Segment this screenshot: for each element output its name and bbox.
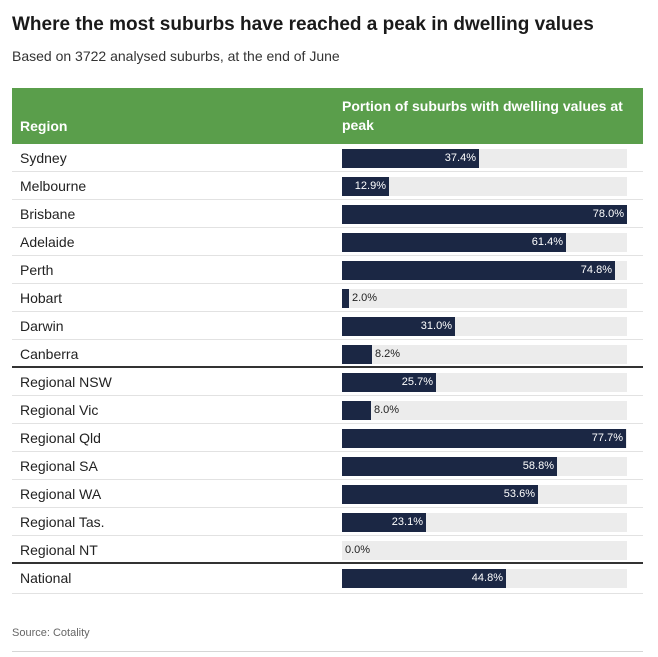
bar bbox=[342, 317, 455, 336]
value-label: 25.7% bbox=[401, 376, 433, 388]
value-label: 0.0% bbox=[345, 544, 371, 556]
region-label: Adelaide bbox=[20, 234, 75, 250]
bar bbox=[342, 345, 372, 364]
region-label: Perth bbox=[20, 262, 54, 278]
region-label: Regional WA bbox=[20, 486, 102, 502]
bar bbox=[342, 261, 615, 280]
value-label: 8.0% bbox=[374, 404, 400, 416]
bar bbox=[342, 373, 436, 392]
bar bbox=[342, 457, 557, 476]
bar-track: 37.4% bbox=[342, 149, 627, 168]
bar-track: 12.9% bbox=[342, 177, 627, 196]
region-label: Regional Vic bbox=[20, 402, 99, 418]
region-label: Regional NSW bbox=[20, 374, 112, 390]
value-label: 8.2% bbox=[375, 348, 401, 360]
table-row: Perth 74.8% bbox=[12, 256, 643, 284]
region-label: Regional Tas. bbox=[20, 514, 105, 530]
bar-track: 31.0% bbox=[342, 317, 627, 336]
bar-track: 74.8% bbox=[342, 261, 627, 280]
value-label: 78.0% bbox=[592, 208, 624, 220]
table-row: Sydney 37.4% bbox=[12, 144, 643, 172]
bar bbox=[342, 401, 371, 420]
value-label: 58.8% bbox=[522, 460, 554, 472]
table-row: Brisbane 78.0% bbox=[12, 200, 643, 228]
table-body: Sydney 37.4% Melbourne 12.9% Brisbane 78.0% Ad… bbox=[12, 144, 643, 594]
bar-track: 23.1% bbox=[342, 513, 627, 532]
region-label: Sydney bbox=[20, 150, 67, 166]
header-portion: Portion of suburbs with dwelling values … bbox=[342, 98, 623, 133]
table-row: Regional NSW 25.7% bbox=[12, 368, 643, 396]
table-row: Regional Qld 77.7% bbox=[12, 424, 643, 452]
region-label: Hobart bbox=[20, 290, 63, 306]
region-label: Darwin bbox=[20, 318, 64, 334]
bar-track: 77.7% bbox=[342, 429, 627, 448]
bar bbox=[342, 569, 506, 588]
region-label: Melbourne bbox=[20, 178, 87, 194]
bar-track: 58.8% bbox=[342, 457, 627, 476]
region-label: Regional NT bbox=[20, 542, 98, 558]
bar bbox=[342, 289, 349, 308]
bar bbox=[342, 177, 389, 196]
bar bbox=[342, 429, 626, 448]
chart-subtitle: Based on 3722 analysed suburbs, at the e… bbox=[12, 48, 340, 64]
bar bbox=[342, 233, 566, 252]
bar bbox=[342, 149, 479, 168]
footer-divider bbox=[12, 651, 643, 652]
table-row: Regional WA 53.6% bbox=[12, 480, 643, 508]
region-label: Regional SA bbox=[20, 458, 98, 474]
bar-track: 2.0% bbox=[342, 289, 627, 308]
value-label: 44.8% bbox=[471, 572, 503, 584]
bar bbox=[342, 205, 627, 224]
bar-track: 25.7% bbox=[342, 373, 627, 392]
table-row: Regional NT 0.0% bbox=[12, 536, 643, 564]
region-label: National bbox=[20, 570, 72, 586]
table-row: Canberra 8.2% bbox=[12, 340, 643, 368]
bar-track: 78.0% bbox=[342, 205, 627, 224]
value-label: 61.4% bbox=[531, 236, 563, 248]
table-row: Adelaide 61.4% bbox=[12, 228, 643, 256]
table-row: Darwin 31.0% bbox=[12, 312, 643, 340]
bar-track: 8.0% bbox=[342, 401, 627, 420]
value-label: 53.6% bbox=[503, 488, 535, 500]
table-row: National 44.8% bbox=[12, 564, 643, 594]
data-table: Region Portion of suburbs with dwelling … bbox=[12, 88, 643, 594]
table-row: Regional Vic 8.0% bbox=[12, 396, 643, 424]
value-label: 12.9% bbox=[354, 180, 386, 192]
table-header: Region Portion of suburbs with dwelling … bbox=[12, 88, 643, 144]
table-row: Regional SA 58.8% bbox=[12, 452, 643, 480]
value-label: 23.1% bbox=[391, 516, 423, 528]
table-row: Regional Tas. 23.1% bbox=[12, 508, 643, 536]
header-region: Region bbox=[20, 118, 68, 134]
table-row: Hobart 2.0% bbox=[12, 284, 643, 312]
region-label: Brisbane bbox=[20, 206, 76, 222]
source-note: Source: Cotality bbox=[12, 627, 90, 639]
value-label: 2.0% bbox=[352, 292, 378, 304]
bar-track: 8.2% bbox=[342, 345, 627, 364]
table-row: Melbourne 12.9% bbox=[12, 172, 643, 200]
bar bbox=[342, 513, 426, 532]
bar bbox=[342, 485, 538, 504]
bar-track: 44.8% bbox=[342, 569, 627, 588]
bar-track: 0.0% bbox=[342, 541, 627, 560]
bar-track: 53.6% bbox=[342, 485, 627, 504]
value-label: 74.8% bbox=[580, 264, 612, 276]
region-label: Canberra bbox=[20, 346, 79, 362]
value-label: 77.7% bbox=[591, 432, 623, 444]
chart-title: Where the most suburbs have reached a pe… bbox=[12, 14, 594, 35]
value-label: 31.0% bbox=[420, 320, 452, 332]
bar-track: 61.4% bbox=[342, 233, 627, 252]
region-label: Regional Qld bbox=[20, 430, 101, 446]
value-label: 37.4% bbox=[444, 152, 476, 164]
